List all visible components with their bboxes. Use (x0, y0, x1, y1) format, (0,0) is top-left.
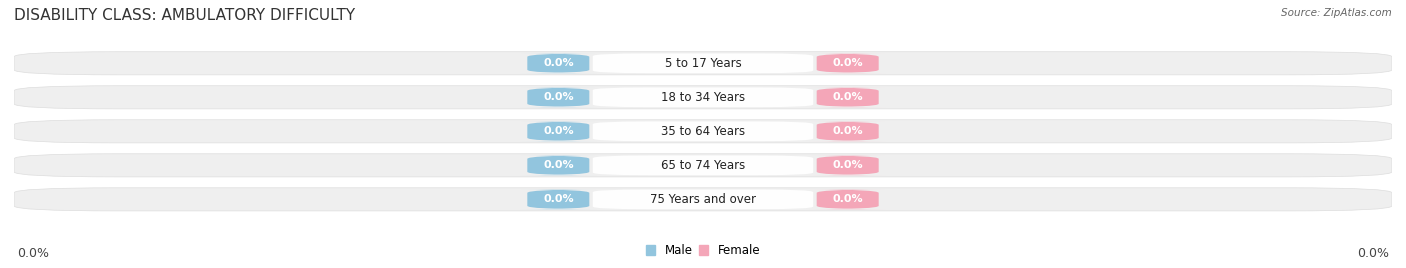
FancyBboxPatch shape (593, 189, 813, 209)
Text: 0.0%: 0.0% (832, 58, 863, 68)
FancyBboxPatch shape (593, 121, 813, 141)
Legend: Male, Female: Male, Female (641, 240, 765, 262)
Text: 0.0%: 0.0% (832, 194, 863, 204)
Text: 0.0%: 0.0% (832, 126, 863, 136)
Text: 65 to 74 Years: 65 to 74 Years (661, 159, 745, 172)
Text: DISABILITY CLASS: AMBULATORY DIFFICULTY: DISABILITY CLASS: AMBULATORY DIFFICULTY (14, 8, 356, 23)
Text: 0.0%: 0.0% (543, 160, 574, 170)
FancyBboxPatch shape (520, 53, 596, 73)
Text: 0.0%: 0.0% (832, 92, 863, 102)
FancyBboxPatch shape (810, 121, 886, 141)
FancyBboxPatch shape (14, 154, 1392, 177)
FancyBboxPatch shape (520, 155, 596, 175)
FancyBboxPatch shape (520, 121, 596, 141)
Text: 0.0%: 0.0% (17, 247, 49, 260)
FancyBboxPatch shape (810, 189, 886, 209)
FancyBboxPatch shape (520, 87, 596, 107)
FancyBboxPatch shape (593, 155, 813, 175)
Text: 0.0%: 0.0% (543, 126, 574, 136)
Text: 0.0%: 0.0% (543, 92, 574, 102)
Text: Source: ZipAtlas.com: Source: ZipAtlas.com (1281, 8, 1392, 18)
Text: 0.0%: 0.0% (543, 58, 574, 68)
FancyBboxPatch shape (14, 120, 1392, 143)
FancyBboxPatch shape (14, 52, 1392, 75)
Text: 0.0%: 0.0% (1357, 247, 1389, 260)
Text: 0.0%: 0.0% (543, 194, 574, 204)
Text: 5 to 17 Years: 5 to 17 Years (665, 57, 741, 70)
Text: 18 to 34 Years: 18 to 34 Years (661, 91, 745, 104)
FancyBboxPatch shape (810, 53, 886, 73)
FancyBboxPatch shape (14, 86, 1392, 109)
FancyBboxPatch shape (520, 189, 596, 209)
FancyBboxPatch shape (14, 188, 1392, 211)
Text: 35 to 64 Years: 35 to 64 Years (661, 125, 745, 138)
FancyBboxPatch shape (810, 87, 886, 107)
FancyBboxPatch shape (593, 87, 813, 107)
Text: 75 Years and over: 75 Years and over (650, 193, 756, 206)
Text: 0.0%: 0.0% (832, 160, 863, 170)
FancyBboxPatch shape (593, 53, 813, 73)
FancyBboxPatch shape (810, 155, 886, 175)
